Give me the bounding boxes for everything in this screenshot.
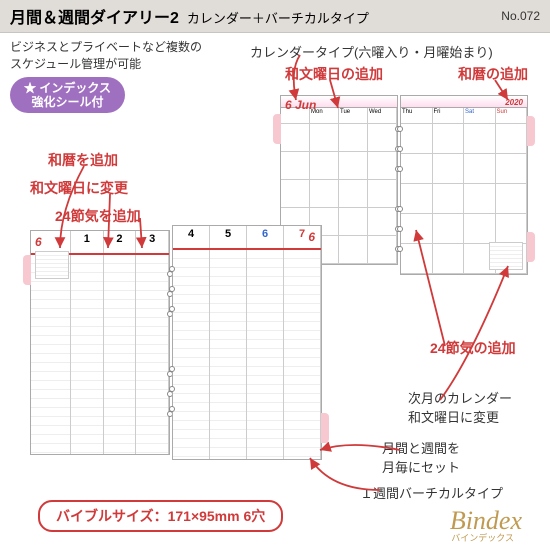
callout-monthly-set: 月間と週間を 月毎にセット: [382, 438, 460, 476]
mini-calendar: [489, 242, 523, 270]
callout-wareki-add-left: 和暦を追加: [48, 150, 118, 170]
size-box: バイブルサイズ：171×95mm 6穴: [38, 500, 283, 532]
weekly-page-left: 6 1 2 3: [30, 230, 170, 455]
callout-wabun-change: 和文曜日に変更: [30, 178, 128, 198]
index-sticker-badge: インデックス 強化シール付: [10, 77, 125, 114]
callout-wareki-add-top: 和暦の追加: [458, 64, 528, 84]
callout-calendar-type: カレンダータイプ(六曜入り・月曜始まり): [250, 42, 493, 61]
callout-sekki-left: 24節気を追加: [55, 206, 141, 226]
main-title: 月間＆週間ダイアリー2: [10, 4, 179, 28]
product-no: No.072: [501, 9, 540, 23]
brand-sub: バインデックス: [451, 531, 514, 544]
month-label: 6 Jun: [285, 98, 316, 112]
weekly-page-right: 6 4 5 6 7: [172, 225, 322, 460]
callout-wabun-add: 和文曜日の追加: [285, 64, 383, 84]
subtitle: カレンダー＋バーチカルタイプ: [187, 8, 369, 27]
callout-vertical: １週間バーチカルタイプ: [360, 483, 503, 502]
callout-sekki-right: 24節気の追加: [430, 338, 516, 358]
callout-next-cal: 次月のカレンダー 和文曜日に変更: [408, 388, 512, 426]
header-bar: 月間＆週間ダイアリー2 カレンダー＋バーチカルタイプ No.072: [0, 0, 550, 33]
calendar-page-right: 2020 ThuFriSatSun: [400, 95, 528, 275]
year-label: 2020: [505, 98, 523, 107]
